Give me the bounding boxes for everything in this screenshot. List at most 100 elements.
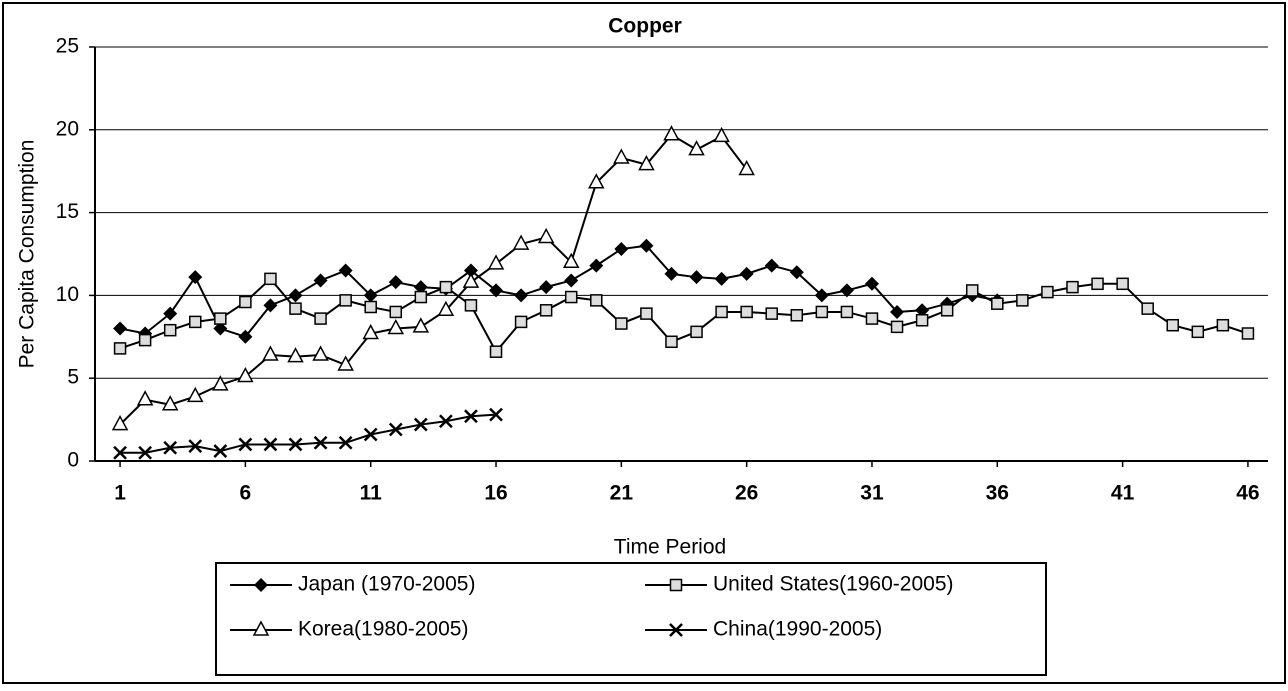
x-tick-label: 46 xyxy=(1236,482,1259,505)
point xyxy=(564,290,578,304)
point xyxy=(363,288,378,303)
point xyxy=(237,366,254,383)
x-tick-label: 36 xyxy=(986,482,1009,505)
point xyxy=(1116,277,1129,291)
y-tick-label: 5 xyxy=(67,366,79,389)
point xyxy=(388,422,403,437)
x-tick-label: 11 xyxy=(360,482,383,505)
point xyxy=(487,254,505,270)
point xyxy=(740,305,753,319)
point xyxy=(113,321,128,336)
series-line xyxy=(120,413,497,454)
point xyxy=(138,333,152,347)
point xyxy=(463,263,478,278)
point xyxy=(289,302,302,315)
point xyxy=(1091,277,1104,291)
point xyxy=(1066,280,1079,294)
legend-label: Korea(1980-2005) xyxy=(298,618,468,641)
point xyxy=(1166,318,1179,332)
point xyxy=(789,265,804,280)
point xyxy=(212,375,229,391)
point xyxy=(489,345,503,358)
point xyxy=(188,270,203,285)
point xyxy=(564,273,579,288)
point xyxy=(413,417,428,432)
point xyxy=(412,317,430,333)
point xyxy=(1191,325,1205,339)
legend-marker xyxy=(254,578,268,592)
legend-marker xyxy=(252,620,270,636)
point xyxy=(388,275,403,290)
point xyxy=(263,437,278,452)
point xyxy=(840,305,854,319)
point xyxy=(464,299,478,312)
legend-label: Japan (1970-2005) xyxy=(298,573,475,596)
point xyxy=(362,323,379,340)
point xyxy=(364,300,377,314)
point xyxy=(439,280,453,294)
x-tick-label: 26 xyxy=(735,482,758,505)
point xyxy=(163,323,177,337)
point xyxy=(339,294,352,307)
point xyxy=(163,440,178,455)
point xyxy=(287,347,304,363)
point xyxy=(890,320,904,334)
point xyxy=(915,313,929,327)
point xyxy=(188,439,203,453)
point xyxy=(639,238,654,253)
point xyxy=(439,414,453,429)
point xyxy=(589,258,604,273)
point xyxy=(113,445,127,460)
point xyxy=(714,271,729,286)
point xyxy=(1141,302,1154,315)
x-tick-label: 1 xyxy=(114,482,126,505)
point xyxy=(264,272,277,286)
point xyxy=(690,325,703,339)
point xyxy=(288,288,303,303)
point xyxy=(764,258,779,273)
point xyxy=(338,263,353,278)
point xyxy=(138,445,153,460)
point xyxy=(214,312,227,325)
point xyxy=(313,435,328,450)
point xyxy=(161,395,179,411)
point xyxy=(663,125,680,141)
x-tick-label: 6 xyxy=(240,482,252,505)
point xyxy=(890,304,905,319)
y-tick-label: 0 xyxy=(67,449,79,472)
point xyxy=(940,304,954,317)
point xyxy=(313,273,328,288)
point xyxy=(839,283,854,298)
point xyxy=(688,140,705,156)
point xyxy=(790,309,804,322)
point xyxy=(1016,294,1029,307)
point xyxy=(389,305,403,319)
point xyxy=(464,409,478,424)
point xyxy=(489,407,503,422)
point xyxy=(437,300,455,317)
point xyxy=(413,280,428,295)
point xyxy=(815,305,829,319)
point xyxy=(213,444,228,458)
point xyxy=(765,307,778,320)
legend-label: United States(1960-2005) xyxy=(713,573,954,596)
legend-marker xyxy=(669,578,683,592)
y-tick-label: 25 xyxy=(56,35,79,58)
point xyxy=(991,297,1004,310)
point xyxy=(512,234,530,250)
chart-title: Copper xyxy=(608,15,682,38)
point xyxy=(865,312,879,325)
point xyxy=(715,305,728,319)
point xyxy=(537,227,555,244)
point xyxy=(387,318,405,335)
x-tick-label: 21 xyxy=(610,482,634,505)
point xyxy=(915,303,930,318)
y-tick-label: 10 xyxy=(56,283,79,306)
point xyxy=(640,307,653,320)
point xyxy=(288,437,303,452)
point xyxy=(462,272,480,288)
x-tick-label: 41 xyxy=(1111,482,1135,505)
point xyxy=(814,288,829,303)
point xyxy=(1216,318,1230,332)
